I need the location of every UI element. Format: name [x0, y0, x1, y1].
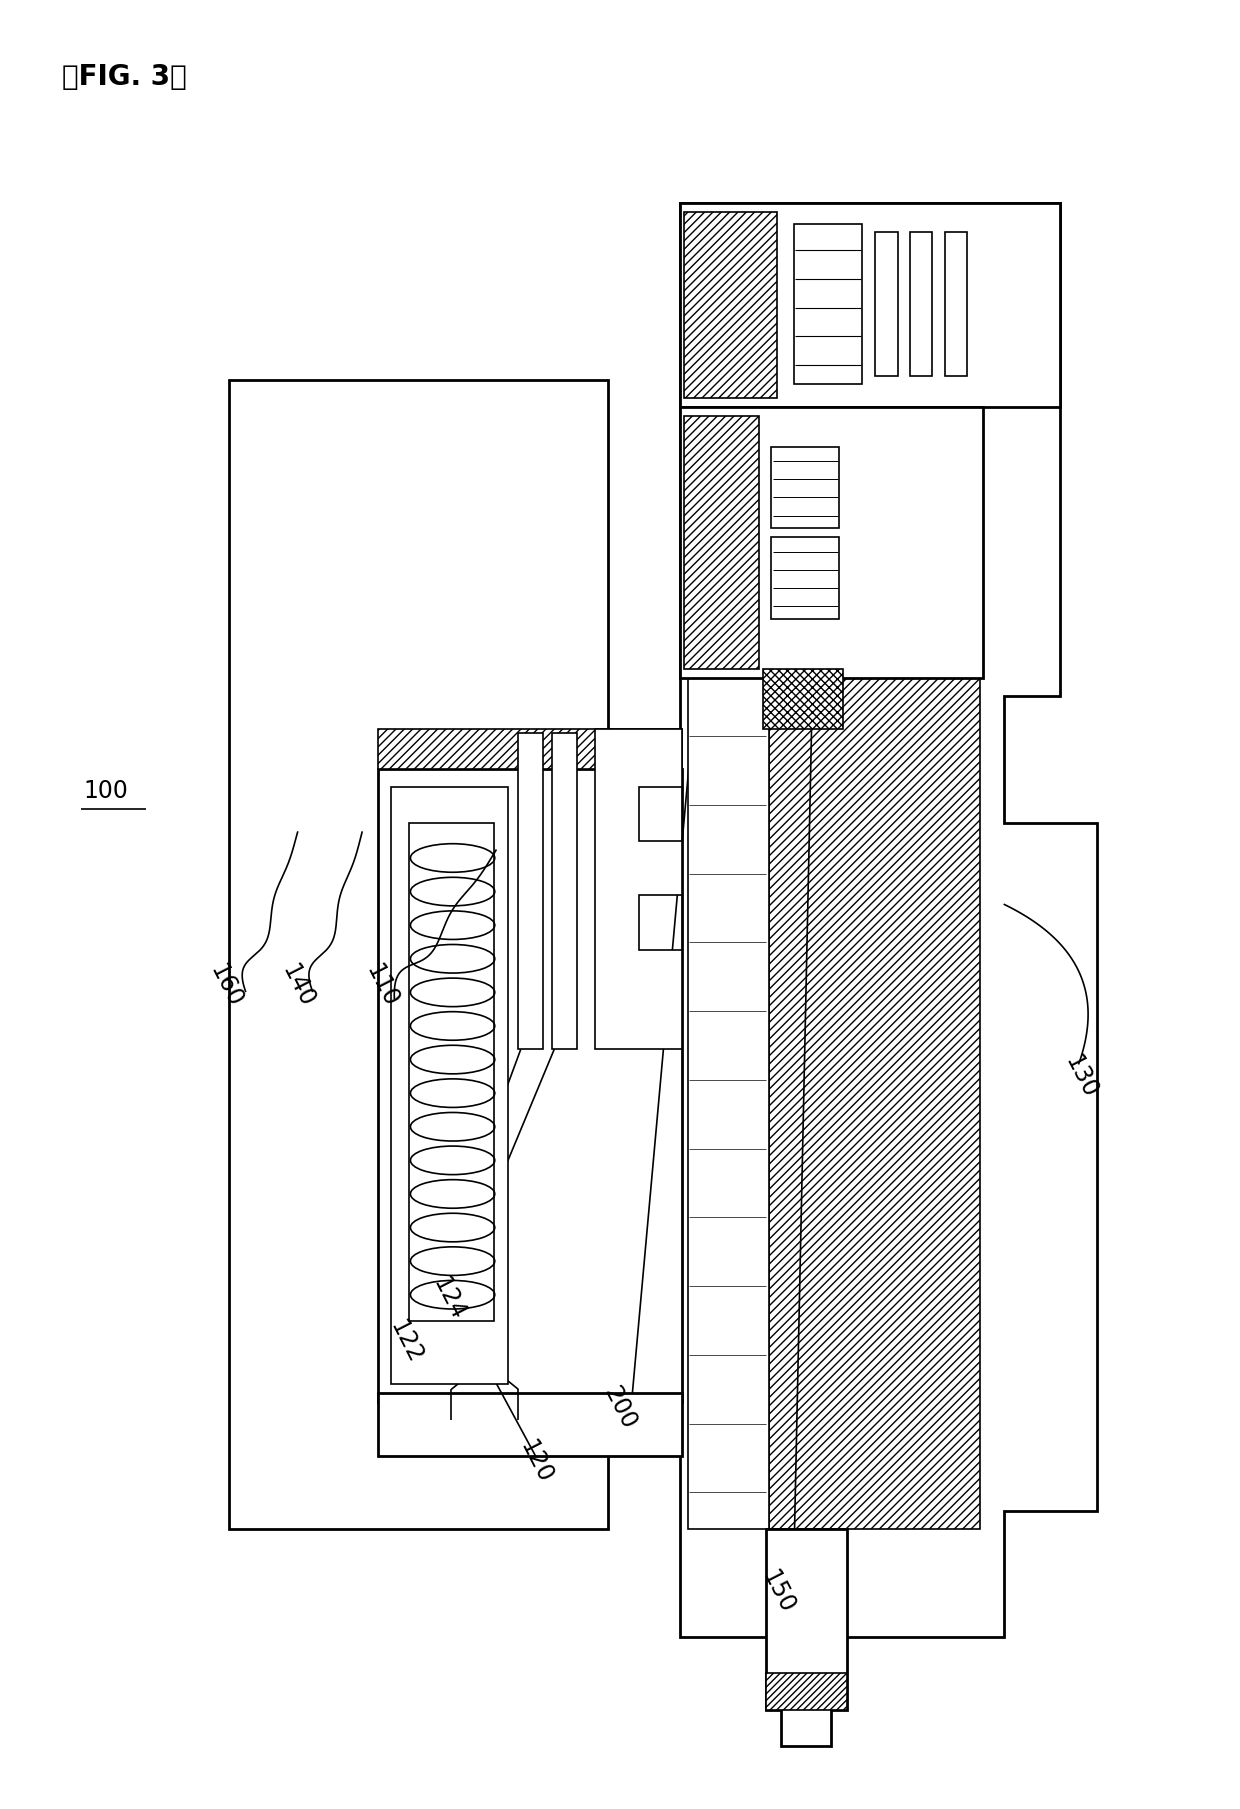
Text: 160: 160 — [205, 961, 247, 1011]
Text: 130: 130 — [1060, 1051, 1102, 1102]
Ellipse shape — [410, 1281, 495, 1310]
Bar — [391, 787, 508, 1384]
Bar — [680, 407, 983, 678]
Ellipse shape — [410, 1046, 495, 1075]
Ellipse shape — [410, 877, 495, 906]
Text: 100: 100 — [83, 778, 128, 803]
Bar — [684, 212, 777, 398]
Bar — [771, 537, 839, 619]
Polygon shape — [769, 239, 980, 1529]
Bar — [378, 729, 682, 769]
Polygon shape — [766, 1673, 847, 1710]
Text: 150: 150 — [756, 1567, 799, 1617]
Text: 120: 120 — [515, 1436, 557, 1487]
Bar — [378, 1393, 682, 1456]
Bar — [409, 823, 494, 1321]
Bar — [794, 224, 862, 384]
Bar — [518, 733, 543, 1049]
Bar — [378, 769, 682, 1402]
Text: 140: 140 — [277, 961, 319, 1011]
Bar — [552, 733, 577, 1049]
Bar — [688, 239, 769, 1529]
Ellipse shape — [410, 912, 495, 939]
Ellipse shape — [410, 843, 495, 872]
Text: 200: 200 — [599, 1382, 641, 1433]
Ellipse shape — [410, 1113, 495, 1141]
Bar — [680, 203, 1060, 407]
Polygon shape — [680, 203, 1097, 1637]
Bar — [766, 1529, 847, 1710]
Ellipse shape — [410, 1147, 495, 1174]
Ellipse shape — [410, 1214, 495, 1241]
Text: 【FIG. 3】: 【FIG. 3】 — [62, 63, 187, 90]
Bar — [771, 447, 839, 528]
Polygon shape — [595, 729, 682, 1049]
Ellipse shape — [410, 1078, 495, 1107]
Ellipse shape — [410, 1179, 495, 1208]
Bar — [945, 232, 967, 376]
Text: 124: 124 — [428, 1274, 470, 1324]
Text: 122: 122 — [384, 1317, 427, 1368]
Ellipse shape — [410, 979, 495, 1006]
Bar — [910, 232, 932, 376]
Ellipse shape — [410, 1011, 495, 1040]
Bar — [229, 380, 608, 1529]
Ellipse shape — [410, 1246, 495, 1275]
Polygon shape — [763, 669, 843, 729]
Bar — [875, 232, 898, 376]
Text: 110: 110 — [361, 961, 403, 1011]
Bar — [684, 416, 759, 669]
Bar — [781, 1700, 831, 1746]
Ellipse shape — [410, 944, 495, 973]
